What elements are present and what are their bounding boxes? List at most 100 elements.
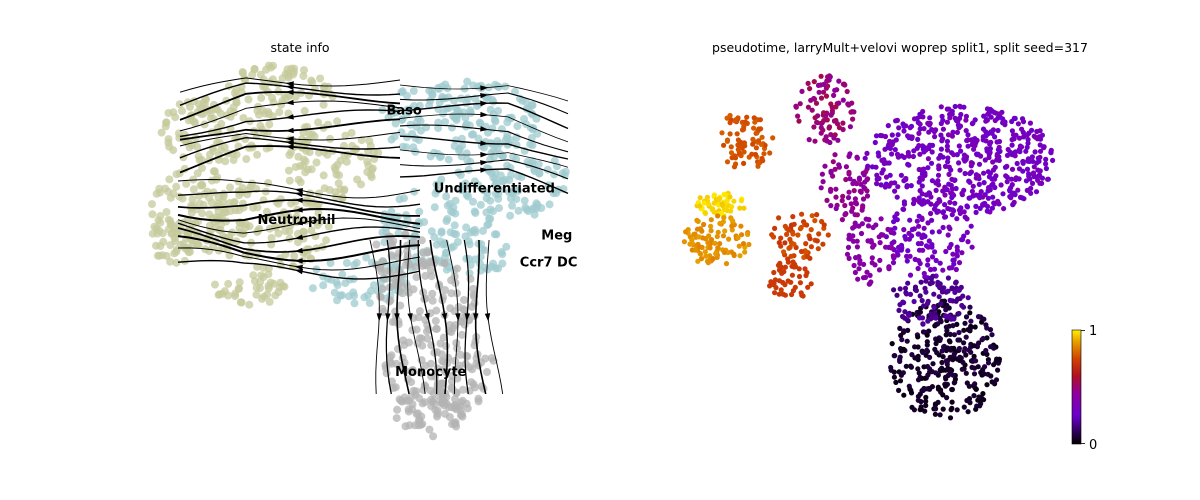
cell-point (904, 183, 910, 189)
cell-point (861, 261, 867, 267)
cell-point (221, 157, 230, 166)
cell-point (470, 177, 479, 186)
cell-point (396, 301, 405, 310)
cell-point (848, 201, 854, 207)
cell-point (415, 101, 424, 110)
cell-point (161, 122, 170, 131)
cell-point (732, 118, 738, 124)
cell-point (923, 402, 929, 409)
cell-point (250, 64, 259, 73)
cell-point (996, 356, 1002, 362)
cell-point (984, 117, 990, 123)
cell-point (877, 240, 883, 246)
cell-point (1017, 143, 1023, 149)
cell-point (281, 227, 290, 235)
cell-point (980, 194, 986, 200)
cell-point (987, 146, 993, 152)
cell-point (964, 203, 970, 209)
cell-point (962, 158, 968, 164)
velocity-arrowhead (285, 136, 294, 142)
cell-point (897, 325, 903, 331)
cell-point (789, 272, 795, 278)
cell-point (427, 372, 436, 381)
cell-point (430, 400, 439, 409)
cell-point (697, 250, 703, 257)
cell-point (1014, 160, 1020, 167)
cell-point (702, 210, 709, 216)
cell-point (804, 222, 810, 228)
cell-point (955, 337, 961, 343)
colorbar-gradient (1071, 329, 1082, 445)
cell-point (264, 264, 273, 273)
cell-point (1008, 194, 1014, 200)
cell-point (953, 185, 959, 192)
cell-point (483, 368, 491, 376)
cell-point (778, 235, 784, 241)
cell-point (756, 126, 762, 132)
cell-point (717, 241, 723, 247)
cell-point (915, 119, 921, 126)
cell-point (907, 291, 914, 297)
cell-point (514, 186, 522, 195)
cell-point (908, 123, 915, 129)
cell-point (852, 220, 858, 226)
cell-point (316, 74, 325, 83)
cell-point (973, 386, 979, 392)
cell-point (917, 391, 923, 397)
cell-point (835, 137, 841, 143)
cell-point (278, 282, 287, 290)
cell-point (929, 217, 935, 223)
cell-point (776, 278, 782, 284)
cell-point (740, 241, 747, 247)
cell-point (847, 124, 853, 130)
cell-point (811, 96, 818, 102)
cell-point (307, 226, 316, 235)
cell-point (938, 146, 944, 152)
cell-point (981, 397, 987, 403)
cell-point (292, 212, 301, 221)
cell-point (362, 253, 371, 262)
cell-point (818, 185, 824, 191)
cell-point (723, 261, 730, 267)
cell-point (805, 104, 811, 110)
cell-point (956, 260, 963, 266)
cell-point (303, 136, 312, 145)
cell-point (707, 245, 713, 251)
cell-point (897, 286, 903, 292)
cell-point (840, 120, 846, 126)
cell-point (842, 212, 848, 218)
cell-point (727, 131, 733, 137)
cell-point (949, 108, 955, 114)
cell-point (724, 159, 731, 165)
velocity-arrowhead (455, 313, 461, 322)
cell-point (735, 147, 741, 153)
cell-point (971, 371, 978, 377)
cell-point (433, 406, 442, 415)
cell-point (806, 137, 812, 143)
cell-point (950, 323, 956, 329)
cell-point (824, 197, 830, 203)
cell-point (363, 157, 372, 166)
cell-point (916, 130, 922, 136)
cell-point (954, 129, 960, 135)
cell-point (922, 285, 928, 291)
cell-point (314, 118, 323, 127)
cell-point (439, 333, 448, 342)
cell-point (694, 226, 701, 232)
cell-point (441, 286, 449, 294)
cell-point (911, 196, 917, 202)
cell-point (387, 351, 396, 360)
cell-point (691, 231, 697, 237)
cell-point (820, 179, 826, 185)
pseudotime-plot-panel: pseudotime, larryMult+velovi woprep spli… (600, 0, 1200, 500)
cell-point (987, 170, 993, 176)
cell-point (188, 195, 197, 204)
cell-point (954, 247, 960, 254)
cell-point (1043, 165, 1049, 172)
cell-point (470, 299, 479, 308)
cell-point (842, 82, 848, 88)
cell-point (953, 298, 959, 304)
cell-point (434, 105, 443, 113)
cell-point (256, 277, 265, 286)
cell-point (920, 114, 926, 120)
